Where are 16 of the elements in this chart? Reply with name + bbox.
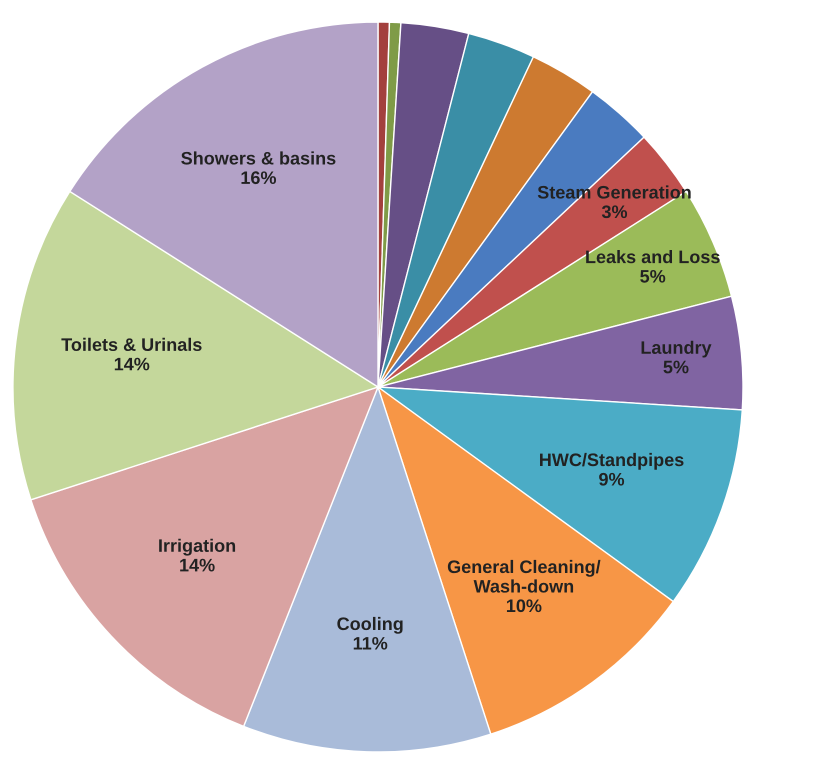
slice-label: Irrigation	[159, 538, 236, 556]
data-label: 10%	[506, 599, 542, 612]
data-label: 3%	[602, 205, 628, 218]
data-label: 5%	[663, 360, 689, 374]
slice-label: HWC/Standpipes	[540, 452, 684, 470]
slice-label: General Cleaning/ Wash-down	[448, 560, 600, 593]
data-label: 16%	[241, 171, 276, 184]
data-label: 14%	[114, 358, 150, 370]
slice-label: Cooling	[337, 616, 403, 634]
data-label: 5%	[640, 270, 666, 283]
data-label: 14%	[180, 558, 215, 572]
data-label: 11%	[354, 636, 388, 650]
data-label: 9%	[599, 472, 624, 486]
slice-label: Toilets & Urinals	[61, 338, 202, 352]
slice-label: Showers & basins	[181, 151, 336, 165]
slice-label: Laundry	[642, 340, 712, 358]
